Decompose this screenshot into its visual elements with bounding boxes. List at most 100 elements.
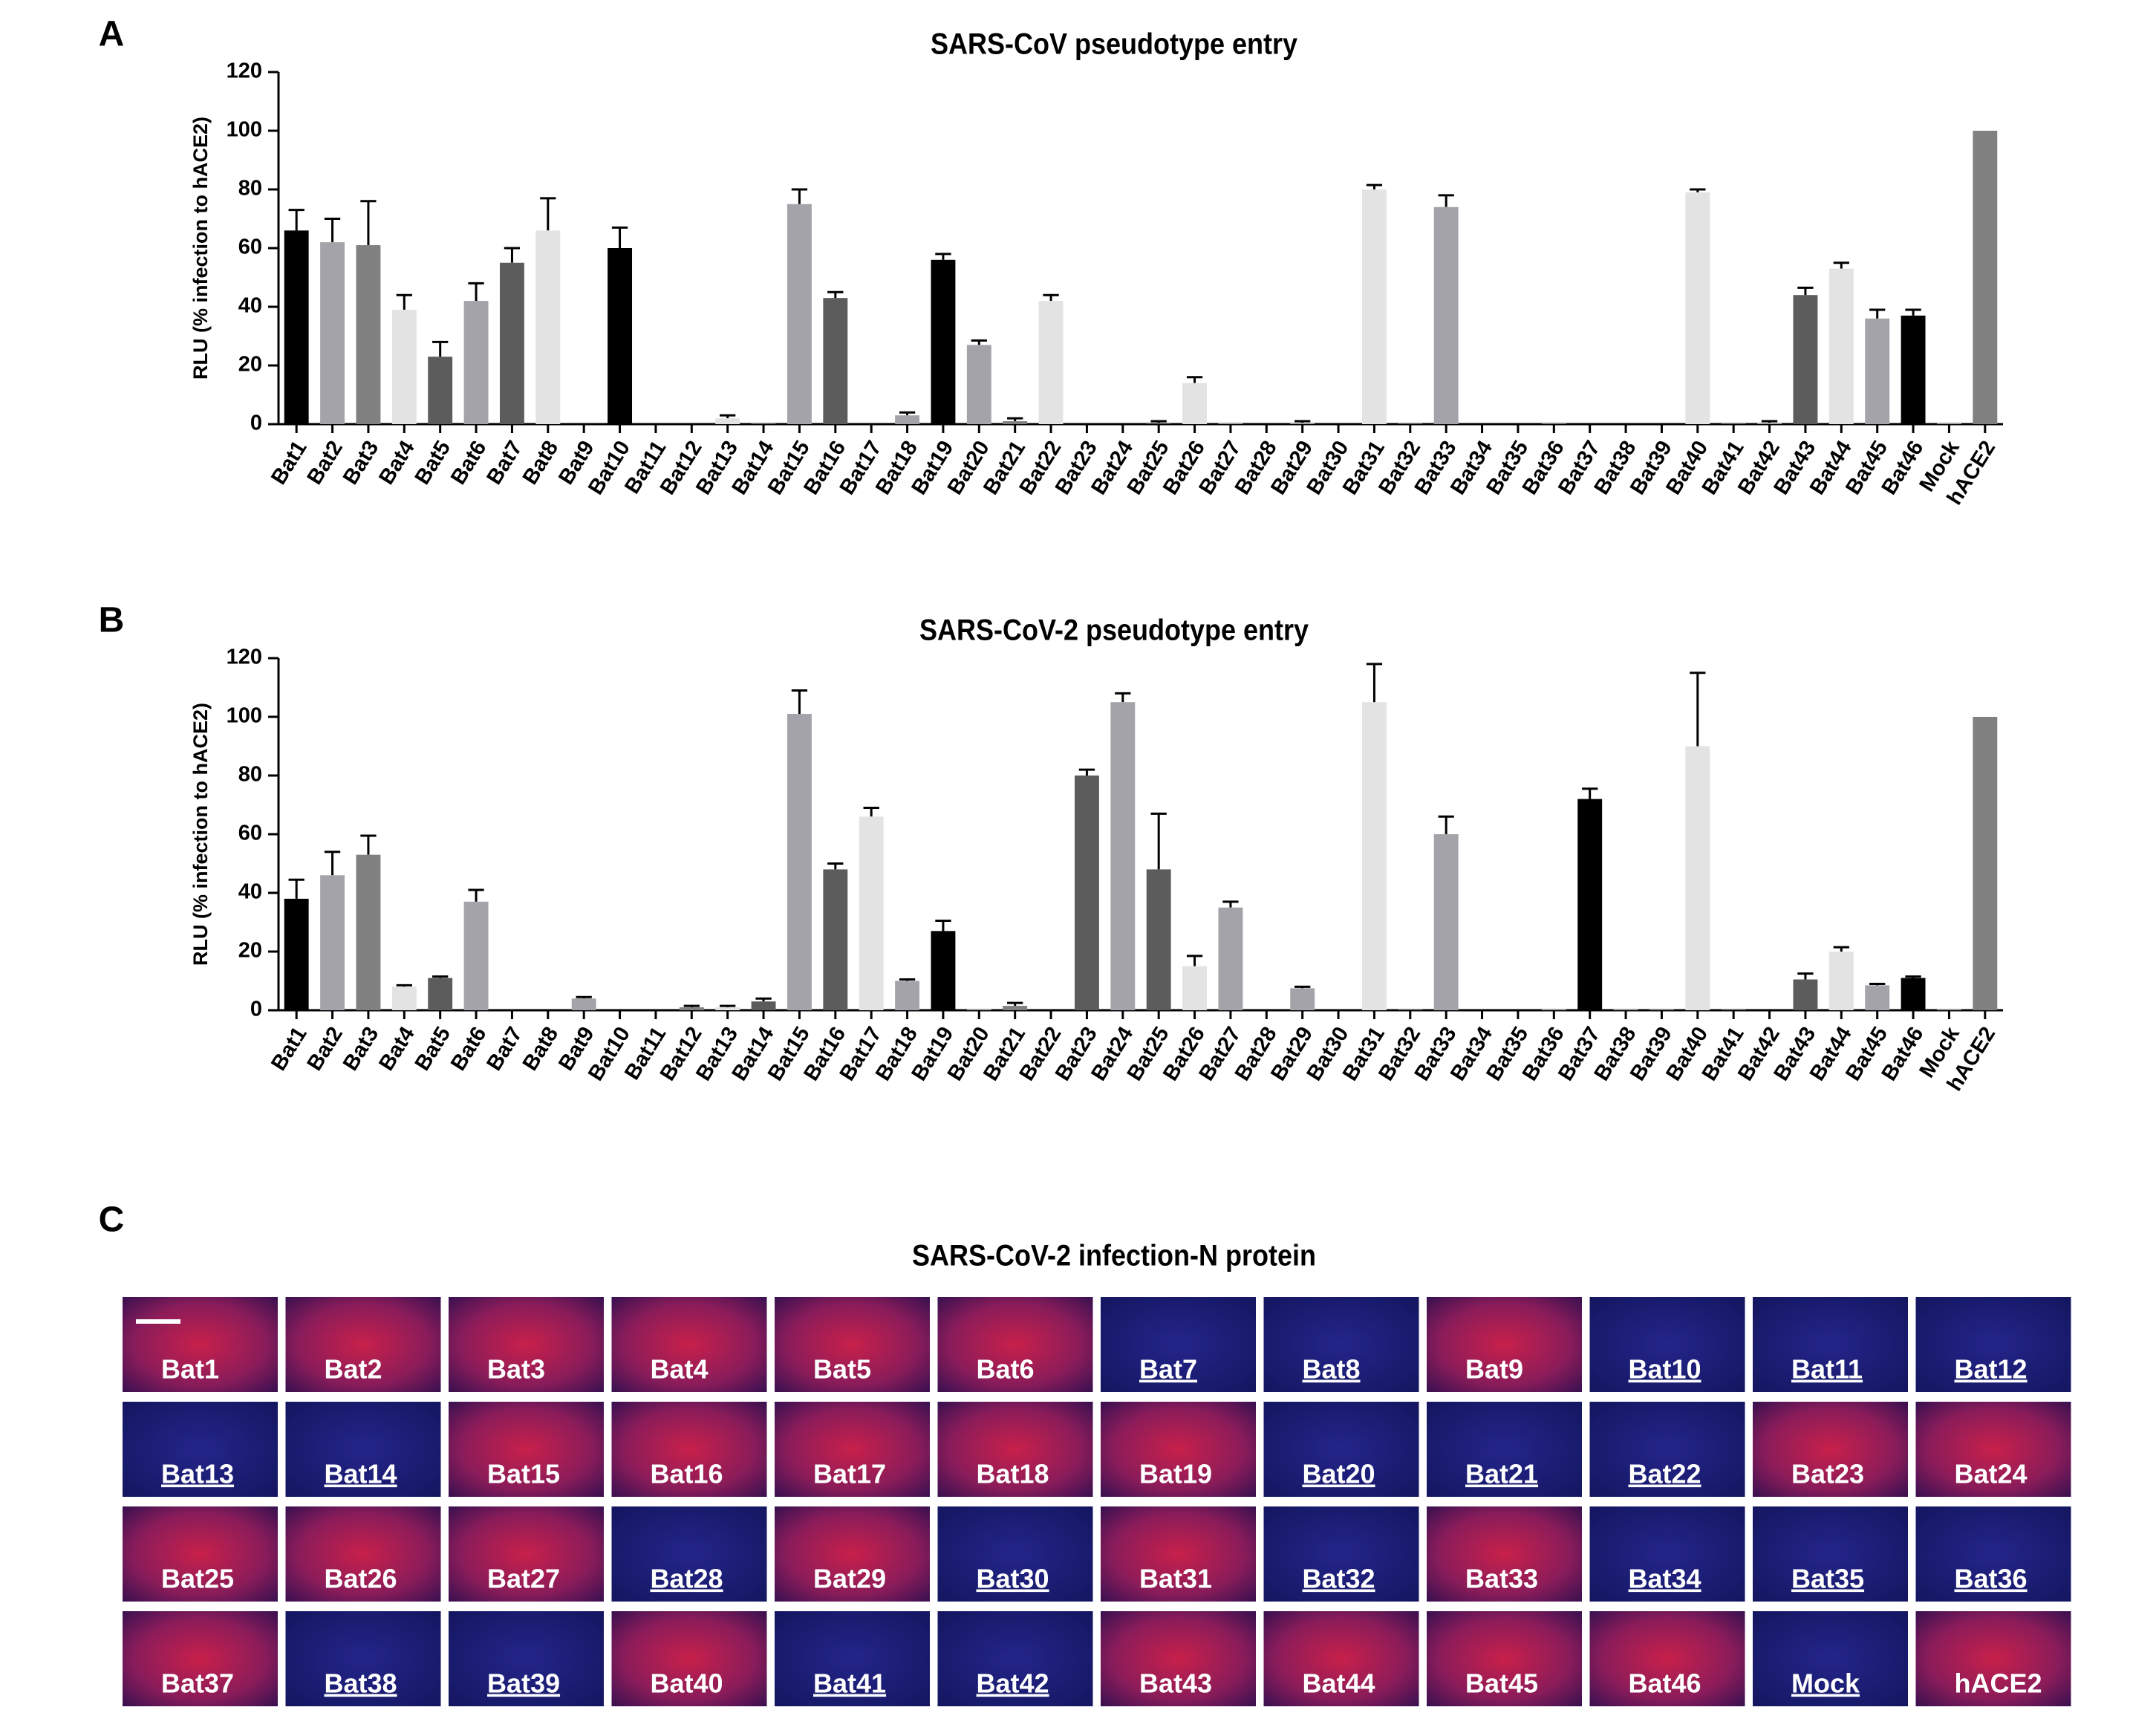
error-bar <box>827 862 844 870</box>
error-bar <box>720 414 736 419</box>
error-bar <box>432 340 449 357</box>
micrograph <box>285 1506 441 1602</box>
error-bar <box>1115 692 1131 703</box>
x-tick-label: Bat5 <box>411 1023 455 1075</box>
bar <box>1721 423 1746 424</box>
x-tick-label: Bat7 <box>482 437 527 489</box>
tile-label: Bat46 <box>1629 1668 1701 1699</box>
micrograph <box>1753 1506 1908 1602</box>
error-bar <box>468 282 484 302</box>
micrograph <box>123 1402 278 1497</box>
error-bar <box>1007 1001 1023 1007</box>
tile-label: Bat1 <box>161 1354 219 1385</box>
error-bar <box>899 411 916 416</box>
x-tick-label: Bat6 <box>446 1023 491 1075</box>
tile-label: Bat4 <box>651 1354 709 1385</box>
bar <box>1828 952 1854 1010</box>
tile-label: Bat28 <box>651 1564 723 1594</box>
micrograph <box>1427 1611 1582 1706</box>
error-bar <box>791 689 808 715</box>
bar <box>1398 423 1423 424</box>
error-bar <box>683 1004 700 1008</box>
error-bar <box>540 197 556 231</box>
error-bar <box>1833 946 1849 952</box>
error-bar <box>576 995 592 999</box>
bar <box>1361 189 1387 424</box>
x-tick-label: Bat2 <box>303 1023 348 1075</box>
bar <box>1003 421 1028 424</box>
micrograph <box>1427 1402 1582 1497</box>
error-bar <box>1366 663 1383 703</box>
bar <box>608 248 633 424</box>
bar <box>1865 985 1890 1010</box>
bar <box>751 1001 776 1010</box>
bar <box>715 418 740 424</box>
micrograph <box>449 1611 604 1706</box>
micrograph <box>1263 1297 1419 1392</box>
error-bar <box>1797 286 1814 296</box>
bar <box>320 875 345 1010</box>
bar <box>786 204 812 424</box>
error-bar <box>899 978 916 981</box>
error-bar <box>1905 308 1921 316</box>
bar <box>356 245 381 424</box>
error-bar <box>1833 261 1849 269</box>
tile-label: Bat26 <box>325 1564 397 1594</box>
bar <box>1218 423 1243 424</box>
error-bar <box>288 209 304 231</box>
micrograph <box>1263 1611 1419 1706</box>
micrograph <box>1101 1297 1256 1392</box>
bar <box>428 357 453 424</box>
micrograph <box>611 1506 767 1602</box>
bar <box>535 230 561 424</box>
error-bar <box>1366 183 1383 189</box>
bar <box>391 309 417 424</box>
tile-label: Bat24 <box>1955 1459 2028 1489</box>
error-bar <box>1582 787 1598 799</box>
y-tick-label: 100 <box>227 704 262 728</box>
micrograph <box>1427 1506 1582 1602</box>
bar <box>1541 423 1566 424</box>
error-bar <box>863 806 879 817</box>
x-tick-label: Bat8 <box>518 437 563 489</box>
tile-label: Bat42 <box>977 1668 1049 1699</box>
micrograph <box>775 1611 930 1706</box>
bar <box>1973 717 1998 1010</box>
chart-title: SARS-CoV-2 pseudotype entry <box>919 614 1309 647</box>
micrograph <box>285 1297 441 1392</box>
tile-label: Bat22 <box>1629 1459 1701 1489</box>
bar <box>1003 1006 1028 1010</box>
bar <box>463 301 489 424</box>
bar <box>1757 423 1782 424</box>
bar <box>823 869 848 1010</box>
tile-label: Bat23 <box>1791 1459 1864 1489</box>
panel-letter: B <box>99 601 125 640</box>
error-bar <box>1007 417 1023 422</box>
tile-label: Bat14 <box>325 1459 397 1489</box>
micrograph <box>1915 1506 2071 1602</box>
tile-label: Bat31 <box>1139 1564 1212 1594</box>
tile-label: Bat5 <box>813 1354 871 1385</box>
y-tick-label: 80 <box>238 763 262 787</box>
bar <box>1433 207 1459 424</box>
micrograph <box>937 1402 1093 1497</box>
error-bar <box>791 188 808 204</box>
tile-label: Bat2 <box>325 1354 382 1385</box>
tile-label: Bat16 <box>651 1459 723 1489</box>
error-bar <box>971 339 987 345</box>
tile-label: Bat19 <box>1139 1459 1212 1489</box>
micrograph <box>1753 1297 1908 1392</box>
bar <box>1290 423 1315 424</box>
tile-label: Bat27 <box>487 1564 560 1594</box>
y-tick-label: 40 <box>238 880 262 904</box>
y-tick-label: 120 <box>227 59 262 83</box>
y-tick-label: 20 <box>238 939 262 963</box>
tile-label: Mock <box>1791 1668 1860 1699</box>
tile-label: Bat25 <box>161 1564 234 1594</box>
error-bar <box>1294 420 1311 423</box>
error-bar <box>1438 194 1454 207</box>
x-tick-label: Bat8 <box>518 1023 563 1075</box>
bar <box>1865 318 1890 424</box>
tile-label: Bat3 <box>487 1354 545 1385</box>
chart-title: SARS-CoV pseudotype entry <box>931 28 1297 61</box>
